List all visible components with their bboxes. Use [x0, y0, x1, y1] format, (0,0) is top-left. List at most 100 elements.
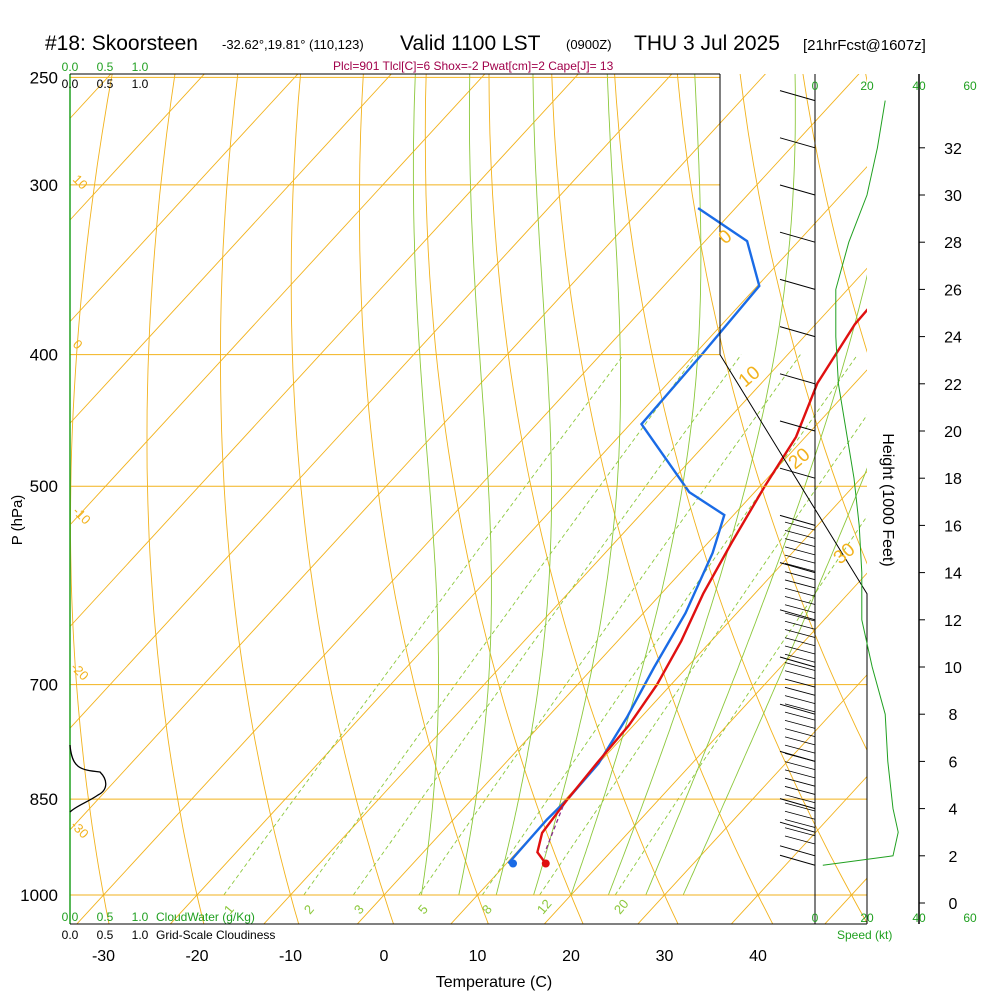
height-tick-label: 22 — [944, 377, 962, 394]
wind-barb — [784, 802, 816, 812]
isotherm-label: -10 — [70, 504, 94, 528]
isotherm-line — [263, 267, 867, 924]
wind-barb — [779, 184, 816, 196]
isotherm-label: -20 — [68, 660, 92, 684]
mixing-ratio-line — [303, 354, 697, 896]
wind-barb — [784, 571, 816, 581]
wind-barb — [779, 656, 816, 668]
height-axis-label: Height (1000 Feet) — [879, 433, 896, 566]
wind-barb — [784, 761, 816, 771]
wind-barb — [784, 521, 816, 531]
dry-adiabat-line — [551, 74, 774, 924]
wind-barb — [784, 596, 816, 605]
speed-top-tick: 20 — [860, 79, 874, 93]
wind-barb — [784, 653, 816, 663]
dry-adiabat-line — [146, 74, 205, 924]
isotherm-line — [169, 166, 867, 924]
mixing-ratio-label: 2 — [301, 902, 317, 917]
isotherm-line — [450, 470, 867, 924]
moist-adiabat-line — [458, 74, 492, 896]
isotherm-label: 0 — [70, 337, 86, 353]
x-axis-label: Temperature (C) — [436, 974, 552, 991]
station-coords: -32.62°,19.81° (110,123) — [222, 37, 364, 52]
height-tick-label: 28 — [944, 235, 962, 252]
speed-bottom-tick: 60 — [963, 911, 977, 925]
wind-barb — [784, 629, 816, 638]
pressure-tick-label: 300 — [30, 176, 58, 195]
surface-dewpoint-marker — [509, 859, 518, 868]
dry-adiabat-line — [290, 74, 394, 924]
cloudiness-bottom-tick: 0.0 — [62, 928, 79, 942]
cloudwater-bottom-tick: 0.0 — [62, 910, 79, 924]
cloudiness-top-tick: 0.0 — [62, 77, 79, 91]
temperature-profile — [536, 308, 867, 865]
wind-barb — [779, 854, 816, 866]
wind-barb — [784, 753, 816, 762]
isotherm-line — [70, 74, 486, 526]
isotherm-line — [70, 74, 205, 221]
zulu-time: (0900Z) — [566, 37, 612, 52]
wind-barb — [779, 420, 816, 432]
cloudiness-curve — [69, 744, 107, 813]
isotherm-line — [70, 74, 299, 323]
wind-barb — [779, 514, 816, 526]
wind-barb — [784, 703, 816, 713]
cloudiness-top-tick: 1.0 — [132, 77, 149, 91]
wind-barb — [784, 835, 816, 845]
wind-barb — [784, 810, 816, 820]
wind-barb — [784, 744, 816, 754]
wind-barb — [784, 587, 816, 597]
height-tick-label: 20 — [944, 424, 962, 441]
wind-barb — [784, 529, 816, 539]
moist-adiabat-line — [607, 74, 796, 896]
wind-barb — [779, 373, 816, 385]
wind-barb — [784, 662, 816, 671]
wind-speed-curve — [822, 100, 899, 866]
height-tick-label: 6 — [949, 754, 958, 771]
dry-adiabat-line — [220, 74, 300, 924]
speed-top-tick: 60 — [963, 79, 977, 93]
title-block: #18: Skoorsteen -32.62°,19.81° (110,123)… — [0, 0, 1000, 73]
moist-adiabat-line — [570, 74, 702, 896]
temp-tick-label: -20 — [185, 948, 208, 965]
isotherm-line — [76, 74, 860, 924]
y-axis-label: P (hPa) — [9, 495, 26, 546]
cloudwater-top-tick: 1.0 — [132, 60, 149, 74]
wind-barb — [784, 736, 816, 746]
wind-barb — [784, 719, 816, 729]
cloudwater-top-tick: 0.5 — [97, 60, 114, 74]
diagram-body — [70, 74, 867, 924]
wind-barb — [784, 645, 816, 655]
isotherm-line — [543, 572, 867, 924]
pressure-tick-label: 400 — [30, 346, 58, 365]
isotherm-line — [730, 775, 867, 924]
wind-barb — [784, 794, 816, 804]
cloudwater-bottom-tick: 0.5 — [97, 910, 114, 924]
dry-adiabat-line — [424, 74, 584, 924]
dry-adiabat-label: 30 — [830, 539, 860, 569]
wind-barb — [784, 678, 816, 688]
wind-barb — [779, 821, 816, 833]
isotherm-line — [70, 74, 392, 424]
dry-adiabat-line — [676, 74, 867, 752]
temp-tick-label: 10 — [469, 948, 487, 965]
mixing-ratio-label: 8 — [479, 902, 495, 917]
wind-barb — [784, 670, 816, 680]
speed-bottom-tick: 0 — [812, 911, 819, 925]
dewpoint-profile — [507, 207, 761, 865]
isotherm-line — [70, 74, 766, 831]
valid-time: Valid 1100 LST — [400, 32, 541, 55]
isotherm-line — [70, 74, 673, 729]
cloudwater-bottom-tick: 1.0 — [132, 910, 149, 924]
isotherm-line — [70, 74, 112, 120]
height-tick-label: 16 — [944, 518, 962, 535]
wind-barb — [784, 786, 816, 795]
isotherm-label: 10 — [70, 172, 91, 193]
wind-barb — [784, 554, 816, 564]
isotherm-line — [356, 369, 867, 924]
mixing-ratio-line — [418, 354, 801, 896]
wind-barb — [784, 777, 816, 787]
mixing-ratio-label: 12 — [534, 896, 555, 917]
temp-tick-label: -10 — [279, 948, 302, 965]
surface-temp-marker — [541, 859, 550, 868]
